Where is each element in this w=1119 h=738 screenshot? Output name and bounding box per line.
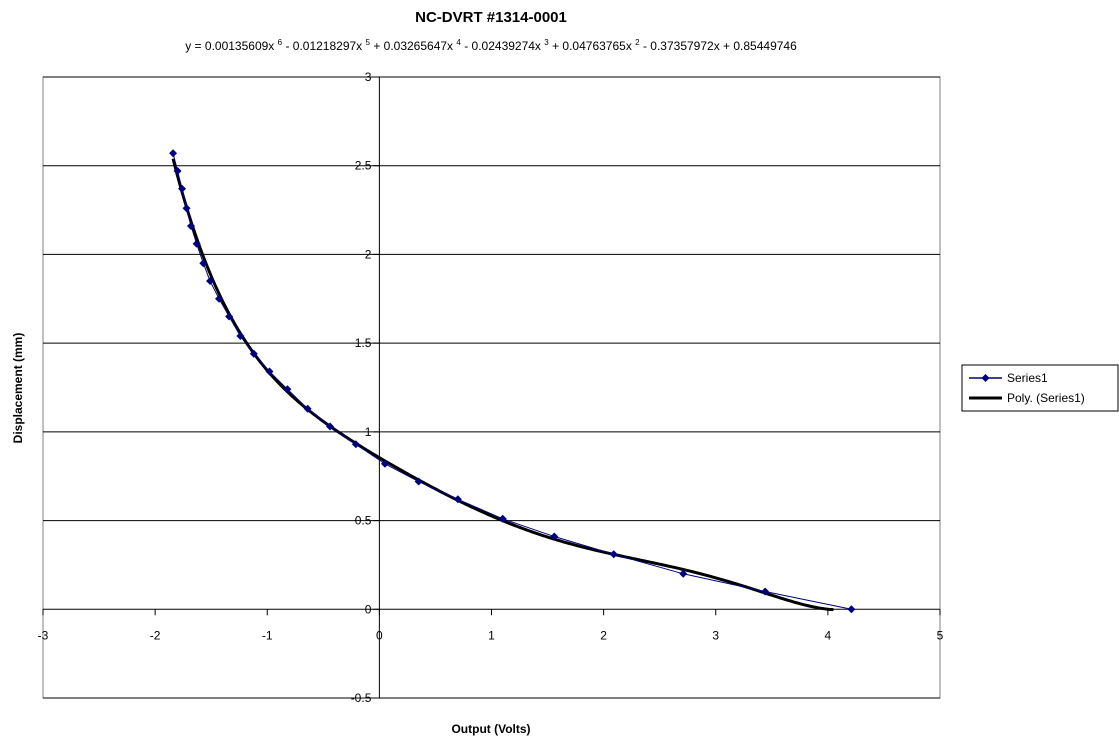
series1-marker <box>550 532 559 541</box>
series1-marker <box>199 259 208 268</box>
series1-marker <box>192 239 201 248</box>
series1-marker <box>351 440 360 449</box>
series1-marker <box>498 514 507 523</box>
series1-marker <box>609 550 618 559</box>
x-tick-label: 2 <box>600 628 607 642</box>
equation-exp-6: 6 <box>278 38 283 47</box>
x-tick-label: 5 <box>937 628 944 642</box>
y-tick-label: -0.5 <box>351 691 372 705</box>
series1-marker <box>265 367 274 376</box>
y-tick-label: 2 <box>365 247 372 261</box>
legend-series1-label: Series1 <box>1007 371 1048 385</box>
y-axis-label: Displacement (mm) <box>11 333 25 444</box>
equation-term-3: - 0.02439274x <box>464 39 541 53</box>
chart-title: NC-DVRT #1314-0001 <box>415 9 567 26</box>
series1-marker <box>303 404 312 413</box>
y-tick-label: 0 <box>365 602 372 616</box>
x-tick-label: 1 <box>488 628 495 642</box>
equation-term-1: - 0.37357972x + 0.85449746 <box>643 39 797 53</box>
axes <box>42 76 941 699</box>
x-tick-label: 3 <box>712 628 719 642</box>
equation-term-2: + 0.04763765x <box>552 39 632 53</box>
legend-series1-marker <box>981 374 990 382</box>
series1-marker <box>326 422 335 431</box>
equation-term-5: - 0.01218297x <box>285 39 362 53</box>
series1-marker <box>761 587 770 596</box>
x-tick-label: -1 <box>262 628 273 642</box>
series1-marker <box>679 569 688 578</box>
y-tick-label: 1 <box>365 425 372 439</box>
series1-marker <box>178 184 187 193</box>
trendline-equation: y = 0.00135609x 6 - 0.01218297x 5 + 0.03… <box>185 34 797 53</box>
tick-labels: -3 -2 -1 0 1 2 3 4 5 -0.5 0 0.5 1 1.5 2 2.5 3 <box>38 70 944 705</box>
x-tick-label: -2 <box>150 628 161 642</box>
equation-prefix: y = 0.00135609x <box>185 39 274 53</box>
x-tick-label: 0 <box>376 628 383 642</box>
legend-box <box>961 364 1119 412</box>
series1-marker <box>414 477 423 486</box>
equation-exp-3: 3 <box>544 38 549 47</box>
equation-exp-4: 4 <box>456 38 461 47</box>
y-tick-label: 2.5 <box>355 159 372 173</box>
series1-marker <box>182 204 191 213</box>
series1-marker <box>206 277 215 286</box>
series1-marker <box>380 459 389 468</box>
y-tick-label: 1.5 <box>355 336 372 350</box>
series1-marker <box>173 167 182 176</box>
series1-marker <box>847 605 856 614</box>
y-tick-label: 3 <box>365 70 372 84</box>
series1-marker <box>215 294 224 303</box>
equation-term-4: + 0.03265647x <box>373 39 453 53</box>
series1-marker <box>453 495 462 504</box>
series-layer <box>169 149 856 614</box>
x-tick-label: 4 <box>825 628 832 642</box>
series1-marker <box>169 149 178 158</box>
grid-lines <box>43 76 940 699</box>
equation-exp-5: 5 <box>366 38 371 47</box>
series1-marker <box>283 385 292 394</box>
equation-exp-2: 2 <box>635 38 640 47</box>
y-tick-label: 0.5 <box>355 514 372 528</box>
x-tick-label: -3 <box>38 628 49 642</box>
series1-marker <box>236 332 245 341</box>
legend-trendline-label: Poly. (Series1) <box>1007 391 1085 405</box>
series1-marker <box>187 222 196 231</box>
legend: Series1 Poly. (Series1) <box>961 364 1119 412</box>
x-axis-label: Output (Volts) <box>451 722 530 736</box>
plot-area <box>42 76 941 699</box>
series1-marker <box>225 312 234 321</box>
series1-marker <box>249 349 258 358</box>
